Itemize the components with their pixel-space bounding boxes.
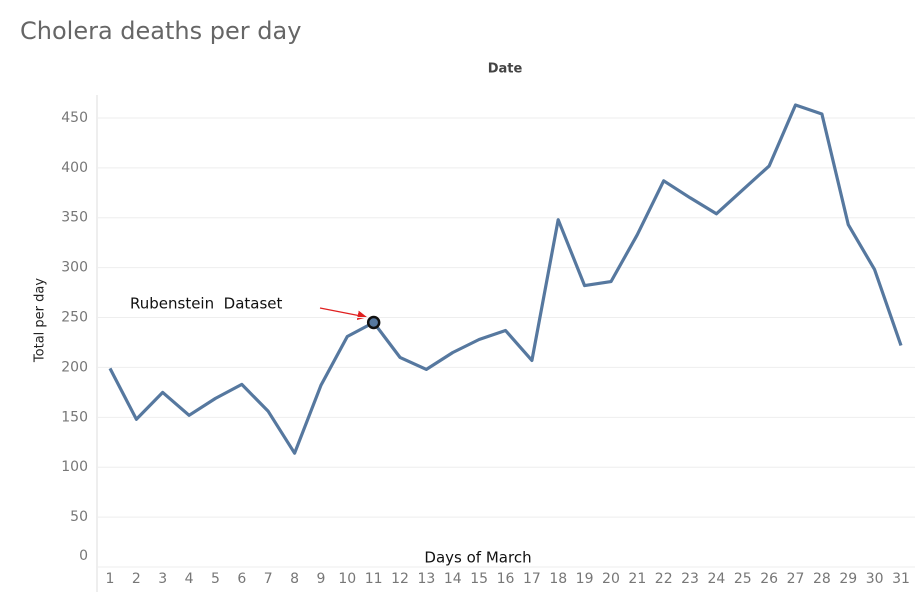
x-tick-label: 26 [760, 571, 778, 587]
x-tick-label: 14 [444, 571, 462, 587]
y-tick-label: 50 [70, 509, 88, 525]
x-tick-label: 8 [290, 571, 299, 587]
x-axis-label: Days of March [424, 549, 531, 567]
y-tick-label: 400 [61, 160, 88, 176]
x-tick-label: 5 [211, 571, 220, 587]
x-tick-label: 28 [813, 571, 831, 587]
x-tick-label: 20 [602, 571, 620, 587]
x-tick-label: 29 [839, 571, 857, 587]
y-tick-label: 300 [61, 260, 88, 276]
y-tick-label: 250 [61, 310, 88, 326]
y-axis-label: Total per day [33, 278, 48, 363]
x-tick-label: 7 [264, 571, 273, 587]
y-tick-label: 450 [61, 110, 88, 126]
x-tick-label: 21 [628, 571, 646, 587]
x-tick-label: 22 [655, 571, 673, 587]
x-tick-label: 24 [708, 571, 726, 587]
x-tick-label: 15 [470, 571, 488, 587]
x-tick-label: 2 [132, 571, 141, 587]
x-tick-label: 4 [185, 571, 194, 587]
x-tick-label: 3 [158, 571, 167, 587]
subtitle: Date [488, 62, 523, 77]
y-tick-label: 0 [79, 548, 88, 564]
x-tick-label: 13 [417, 571, 435, 587]
chart-title: Cholera deaths per day [20, 17, 301, 45]
x-tick-label: 16 [497, 571, 515, 587]
x-tick-label: 11 [365, 571, 383, 587]
x-tick-label: 30 [866, 571, 884, 587]
y-tick-label: 350 [61, 210, 88, 226]
x-tick-label: 17 [523, 571, 541, 587]
x-tick-label: 19 [576, 571, 594, 587]
x-tick-label: 25 [734, 571, 752, 587]
x-tick-label: 27 [787, 571, 805, 587]
x-tick-label: 6 [237, 571, 246, 587]
x-tick-label: 10 [338, 571, 356, 587]
x-tick-label: 1 [106, 571, 115, 587]
annotation: Rubenstein Dataset [130, 295, 283, 313]
data-line [108, 103, 903, 455]
x-tick-label: 9 [316, 571, 325, 587]
x-tick-label: 31 [892, 571, 910, 587]
highlight-point [366, 315, 381, 330]
x-tick-label: 18 [549, 571, 567, 587]
annotation-arrow [319, 307, 368, 321]
x-tick-label: 23 [681, 571, 699, 587]
y-tick-label: 150 [61, 409, 88, 425]
x-tick-label: 12 [391, 571, 409, 587]
y-tick-label: 200 [61, 359, 88, 375]
y-tick-label: 100 [61, 459, 88, 475]
